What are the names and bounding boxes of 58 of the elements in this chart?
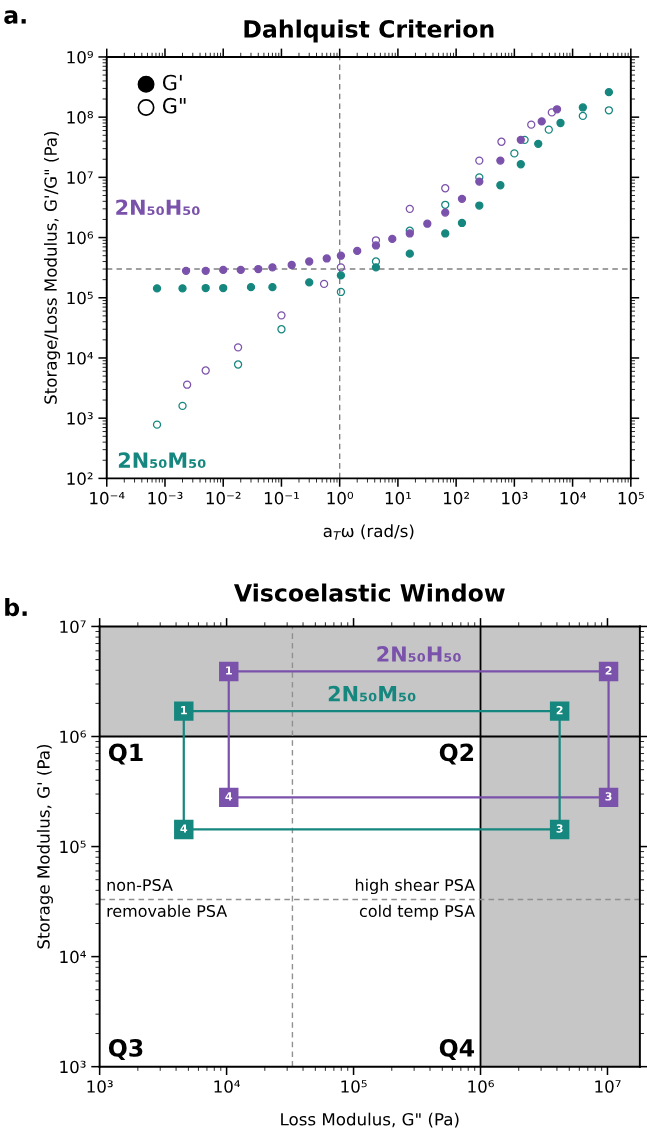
annotation: G' [162,74,182,91]
annotation: 4 [225,792,233,801]
x-axis-title: a$_{T}$ω (rad/s) [323,524,414,540]
annotation: 3 [556,824,563,833]
y-tick-label: 10⁴ [67,351,94,365]
chart-title: Dahlquist Criterion [244,19,494,43]
x-tick-label: 10⁷ [595,1080,621,1093]
annotation: 1 [181,706,187,715]
y-tick-label: 10⁷ [67,171,93,184]
y-tick-label: 10⁵ [67,291,93,305]
x-tick-label: 10² [444,491,470,505]
annotation: removable PSA [107,904,228,918]
x-tick-label: 10³ [502,491,528,505]
x-tick-label: 10⁻¹ [264,491,299,505]
y-tick-label: 10⁴ [60,950,86,964]
annotation: high shear PSA [355,878,475,895]
series-label: 2N₅₀H₅₀ [377,646,461,662]
x-axis-title: Loss Modulus, G" (Pa) [281,1112,459,1128]
annotation: cold temp PSA [359,904,475,921]
x-tick-label: 10⁴ [214,1080,241,1093]
annotation: Q3 [108,1038,143,1060]
y-tick-label: 10⁶ [60,730,86,744]
annotation: 1 [226,666,232,675]
x-tick-label: 10⁴ [560,491,587,505]
text: 2N₅₀H₅₀ [116,199,200,216]
y-axis-title: Storage/Loss Modulus, G'/G" (Pa) [43,131,61,404]
text: a. [4,10,26,24]
x-tick-label: 10¹ [385,491,411,505]
series-label: 2N₅₀M₅₀ [328,685,416,702]
annotation: G" [162,97,186,114]
y-tick-label: 10⁶ [67,231,94,245]
x-tick-label: 10⁻⁴ [90,491,125,505]
y-tick-label: 10⁷ [60,620,86,634]
annotation: 4 [180,824,188,833]
chart-title: Viscoelastic Window [233,583,505,602]
y-tick-label: 10⁵ [60,840,86,854]
annotation: Q4 [439,1038,475,1060]
x-tick-label: 10³ [87,1080,113,1093]
y-tick-label: 10³ [67,412,93,425]
text: b. [5,597,27,617]
x-tick-label: 10⁰ [327,491,354,505]
y-axis-title: Storage Modulus, G' (Pa) [36,744,53,949]
y-tick-label: 10² [67,472,93,485]
text: 2N₅₀M₅₀ [118,452,206,468]
x-tick-label: 10⁵ [618,491,644,505]
annotation: Q2 [439,743,474,765]
y-tick-label: 10⁹ [67,50,93,64]
y-tick-label: 10³ [60,1060,86,1074]
y-tick-label: 10⁸ [67,111,93,124]
annotation: 2 [556,705,563,715]
x-tick-label: 10⁻² [206,491,241,505]
annotation: Q1 [108,743,143,765]
annotation: 3 [605,792,612,801]
annotation: 2 [605,666,612,675]
x-tick-label: 10⁻³ [148,491,183,505]
annotation: non-PSA [107,878,173,892]
x-tick-label: 10⁶ [468,1080,494,1093]
x-tick-label: 10⁵ [341,1080,367,1093]
